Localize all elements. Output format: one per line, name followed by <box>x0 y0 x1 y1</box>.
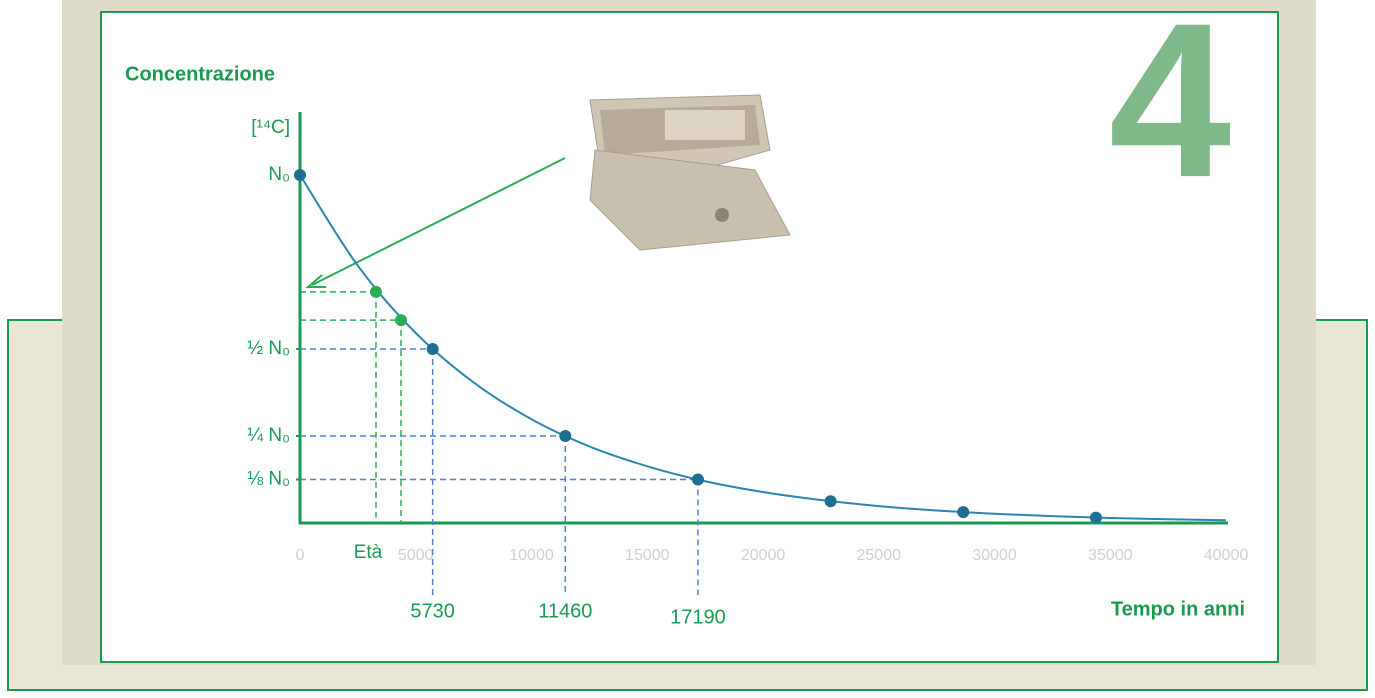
half-life-point <box>426 343 439 355</box>
x-tick-label: 0 <box>296 547 305 564</box>
half-life-point <box>1089 511 1102 524</box>
half-life-label: 5730 <box>410 600 455 622</box>
half-life-point <box>691 473 704 486</box>
y-tick-label: N₀ <box>268 164 290 185</box>
x-tick-label: 5000 <box>398 547 434 564</box>
arrow <box>311 157 566 286</box>
y-tick-label: ¼ N₀ <box>247 425 290 446</box>
x-tick-label: 10000 <box>509 547 554 564</box>
y-axis-title: Concentrazione <box>125 63 275 85</box>
sample-point <box>395 314 408 327</box>
sample-point <box>370 285 383 298</box>
x-tick-label: 15000 <box>625 547 670 564</box>
y-tick-label: ½ N₀ <box>247 338 290 359</box>
half-life-point <box>957 506 970 519</box>
x-tick-label: 20000 <box>741 547 786 564</box>
sample-label: Età <box>354 542 383 563</box>
half-life-label: 11460 <box>538 600 592 622</box>
x-tick-label: 40000 <box>1204 547 1249 564</box>
x-tick-label: 35000 <box>1088 547 1133 564</box>
x-axis-title: Tempo in anni <box>1111 598 1245 620</box>
y-axis-unit: [¹⁴C] <box>251 117 290 138</box>
x-tick-label: 25000 <box>857 547 902 564</box>
panel-number: 4 <box>1109 0 1231 223</box>
half-life-point <box>294 169 306 181</box>
half-life-point <box>559 430 572 442</box>
half-life-point <box>824 495 837 508</box>
y-tick-label: ⅛ N₀ <box>247 469 290 490</box>
artifact-image <box>589 94 791 251</box>
arrow-head <box>305 274 326 288</box>
x-tick-label: 30000 <box>972 547 1017 564</box>
half-life-label: 17190 <box>670 606 726 628</box>
